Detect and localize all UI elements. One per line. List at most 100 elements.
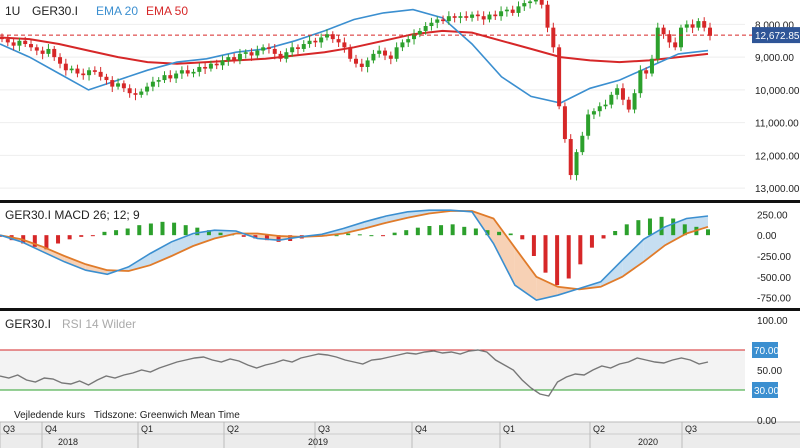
- price-tick-label: 13,000.00: [755, 184, 800, 195]
- rsi-tick-label: 50.00: [757, 366, 782, 377]
- candle-body: [301, 44, 306, 49]
- macd-histogram-bar: [357, 234, 362, 236]
- x-axis: Q3 Q4 Q1 Q2 Q3 Q4 Q1 Q2 Q3 2018 2019 2020: [0, 422, 697, 448]
- candle-body: [487, 14, 492, 20]
- macd-fill-segment: [600, 260, 623, 287]
- macd-tick-label: -250.00: [757, 252, 791, 263]
- candle-body: [191, 71, 196, 74]
- candle-body: [319, 37, 324, 43]
- candle-body: [5, 39, 10, 43]
- candle-body: [295, 47, 300, 49]
- ema20-legend[interactable]: EMA 20: [96, 4, 138, 18]
- candle-body: [475, 14, 480, 17]
- price-tick-label: 10,000.00: [755, 86, 800, 97]
- macd-histogram-bar: [114, 230, 119, 236]
- candle-body: [139, 91, 144, 95]
- candle-body: [208, 63, 213, 69]
- macd-fill-segment: [493, 218, 515, 286]
- macd-fill-segment: [64, 256, 86, 271]
- candle-body: [702, 21, 707, 28]
- candle-body: [255, 50, 260, 56]
- candle-body: [586, 114, 591, 136]
- quarter-label: Q1: [141, 424, 153, 434]
- candle-body: [661, 27, 666, 35]
- macd-legend[interactable]: GER30.I MACD 26; 12; 9: [5, 208, 140, 222]
- candle-body: [388, 55, 393, 59]
- candle-body: [562, 106, 567, 140]
- macd-fill-segment: [643, 226, 666, 262]
- x-axis-background: [0, 422, 800, 448]
- price-tick-label: 8,000.00: [755, 20, 794, 31]
- panel-divider-2: [0, 308, 800, 311]
- macd-histogram-bar: [148, 223, 153, 236]
- macd-histogram-bar: [67, 235, 72, 240]
- candle-body: [678, 27, 683, 48]
- candle-body: [104, 76, 109, 81]
- macd-histogram-bar: [613, 231, 618, 236]
- macd-fill-segment: [536, 276, 558, 301]
- macd-histogram-bar: [241, 235, 246, 237]
- rsi-upper-label: 70.00: [754, 346, 779, 357]
- candle-body: [354, 58, 358, 64]
- ema50-legend[interactable]: EMA 50: [146, 4, 188, 18]
- candle-body: [58, 57, 63, 64]
- macd-histogram-bar: [346, 233, 351, 236]
- macd-histogram-bar: [636, 220, 641, 236]
- candle-body: [626, 99, 631, 110]
- rsi-legend[interactable]: RSI 14 Wilder: [62, 317, 136, 331]
- candle-body: [510, 9, 515, 13]
- year-label: 2018: [58, 437, 78, 447]
- candle-body: [92, 70, 97, 72]
- macd-histogram-bar: [137, 225, 142, 236]
- candle-body: [98, 71, 103, 77]
- candle-body: [150, 81, 155, 87]
- candle-body: [249, 52, 254, 56]
- macd-histogram-bar: [195, 227, 200, 236]
- candle-body: [655, 27, 660, 59]
- macd-histogram-bar: [624, 224, 629, 236]
- price-panel: 13,000.00 12,000.00 11,000.00 10,000.00 9,00…: [0, 0, 800, 195]
- macd-fill-segment: [686, 216, 708, 234]
- quarter-label: Q4: [415, 424, 427, 434]
- candle-body: [458, 16, 463, 18]
- macd-histogram-bar: [392, 232, 397, 236]
- rsi-panel: 100.00 50.00 0.00 70.00 30.00: [0, 316, 788, 427]
- candle-body: [696, 21, 701, 28]
- macd-fill-segment: [128, 253, 151, 271]
- quarter-label: Q2: [593, 424, 605, 434]
- rsi-line: [0, 349, 709, 397]
- macd-fill-segment: [85, 264, 108, 275]
- candle-body: [203, 66, 208, 69]
- candle-body: [365, 60, 370, 67]
- macd-histogram-bar: [566, 235, 571, 279]
- price-type-label: Vejledende kurs: [14, 410, 85, 421]
- candle-body: [110, 80, 115, 87]
- macd-fill-segment: [514, 247, 537, 301]
- candle-body: [557, 47, 562, 107]
- macd-histogram-bar: [79, 235, 84, 237]
- candle-body: [597, 106, 602, 112]
- candle-body: [290, 47, 295, 53]
- candle-body: [493, 14, 498, 17]
- timeframe-label[interactable]: 1U: [5, 4, 20, 18]
- macd-histogram-bar: [497, 231, 502, 236]
- macd-fill-segment: [622, 239, 644, 277]
- candle-body: [116, 83, 121, 87]
- quarter-label: Q2: [227, 424, 239, 434]
- macd-histogram-bar: [520, 235, 525, 240]
- rsi-lower-label: 30.00: [754, 386, 779, 397]
- candle-body: [481, 16, 486, 20]
- macd-histogram-bar: [276, 235, 281, 242]
- candle-body: [232, 57, 237, 61]
- candle-body: [533, 0, 538, 2]
- macd-tick-label: 250.00: [757, 210, 788, 221]
- price-tick-label: 11,000.00: [755, 119, 799, 130]
- macd-fill-segment: [364, 216, 387, 229]
- candle-body: [591, 111, 596, 115]
- current-price-label: 12,672.85: [755, 31, 800, 42]
- macd-panel: 250.00 0.00 -250.00 -500.00 -750.00: [0, 209, 791, 305]
- candle-body: [174, 73, 179, 79]
- macd-histogram-bar: [415, 227, 420, 236]
- quarter-label: Q3: [685, 424, 697, 434]
- macd-histogram-bar: [485, 230, 490, 236]
